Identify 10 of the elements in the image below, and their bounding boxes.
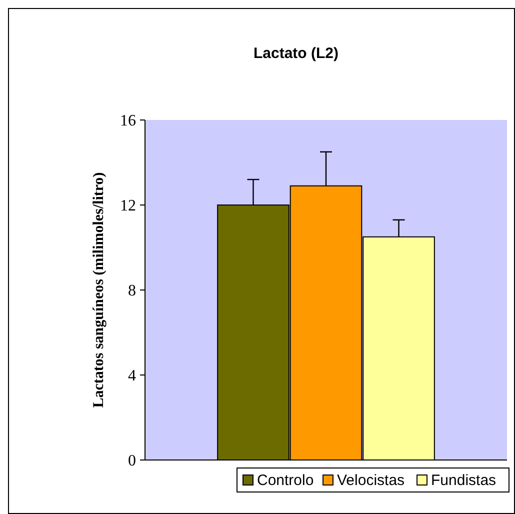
y-tick-label: 0 <box>128 452 136 470</box>
y-tick-label: 16 <box>120 112 136 130</box>
y-tick-label: 8 <box>128 282 136 300</box>
chart-title: Lactato (L2) <box>253 45 339 62</box>
y-axis-title: Lactatos sanguíneos (milimoles/litro) <box>91 172 107 408</box>
legend-label: Fundistas <box>431 472 496 489</box>
y-tick-label: 12 <box>120 198 136 215</box>
legend-label: Velocistas <box>337 472 405 489</box>
legend-label: Controlo <box>257 472 314 489</box>
y-tick-label: 4 <box>128 368 136 385</box>
